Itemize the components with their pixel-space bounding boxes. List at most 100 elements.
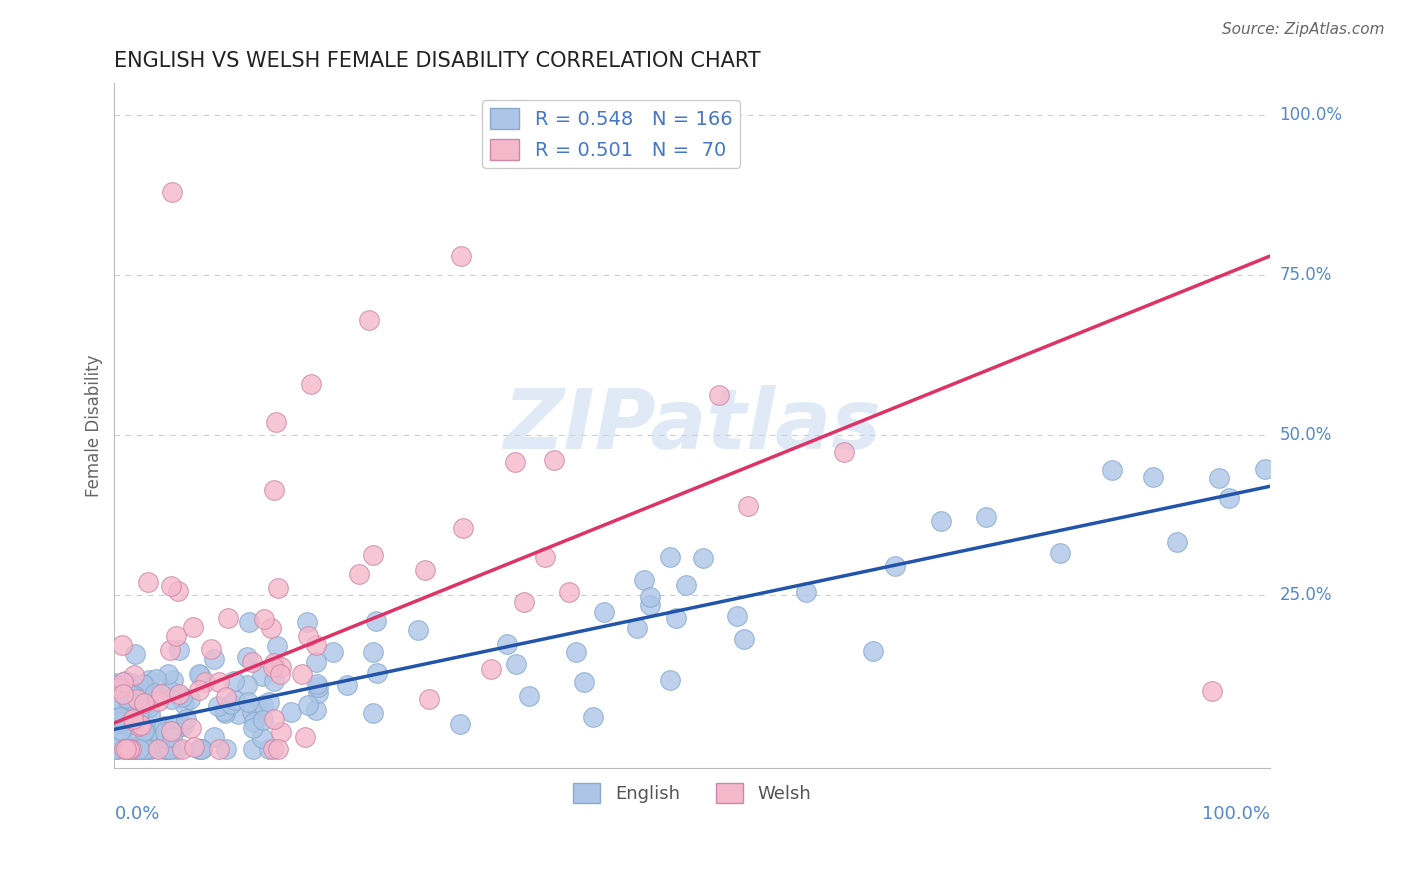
Point bbox=[124, 668, 146, 682]
Point bbox=[418, 692, 440, 706]
Point bbox=[692, 550, 714, 565]
Point bbox=[176, 712, 198, 726]
Text: 100.0%: 100.0% bbox=[1202, 805, 1270, 823]
Point bbox=[149, 731, 172, 745]
Point bbox=[238, 615, 260, 629]
Point bbox=[207, 674, 229, 689]
Point bbox=[361, 548, 384, 562]
Point bbox=[135, 678, 157, 692]
Point bbox=[505, 657, 527, 672]
Point bbox=[214, 706, 236, 721]
Point bbox=[112, 674, 135, 689]
Point bbox=[307, 686, 329, 700]
Point bbox=[153, 718, 176, 732]
Point bbox=[104, 741, 127, 756]
Point bbox=[733, 632, 755, 647]
Point bbox=[633, 574, 655, 588]
Point bbox=[347, 566, 370, 581]
Point bbox=[120, 688, 142, 702]
Point bbox=[118, 741, 141, 756]
Point bbox=[120, 736, 142, 750]
Point bbox=[269, 667, 291, 681]
Point bbox=[120, 739, 142, 754]
Y-axis label: Female Disability: Female Disability bbox=[86, 354, 103, 497]
Point bbox=[183, 740, 205, 755]
Point bbox=[160, 731, 183, 745]
Point bbox=[107, 714, 129, 729]
Point bbox=[180, 721, 202, 735]
Point bbox=[114, 673, 136, 688]
Point bbox=[974, 509, 997, 524]
Point bbox=[166, 741, 188, 756]
Point bbox=[250, 731, 273, 746]
Point bbox=[170, 741, 193, 756]
Point bbox=[335, 678, 357, 692]
Point bbox=[108, 710, 131, 724]
Point bbox=[1049, 546, 1071, 560]
Point bbox=[157, 741, 180, 756]
Point bbox=[188, 667, 211, 681]
Point bbox=[121, 706, 143, 721]
Point bbox=[202, 730, 225, 744]
Text: 0.0%: 0.0% bbox=[114, 805, 160, 823]
Text: 25.0%: 25.0% bbox=[1279, 586, 1331, 604]
Point bbox=[166, 688, 188, 702]
Point bbox=[250, 668, 273, 682]
Point bbox=[626, 621, 648, 635]
Point bbox=[114, 741, 136, 756]
Point bbox=[238, 695, 260, 709]
Point bbox=[129, 691, 152, 706]
Point bbox=[307, 680, 329, 694]
Point bbox=[263, 483, 285, 497]
Point bbox=[188, 682, 211, 697]
Point bbox=[110, 715, 132, 730]
Point bbox=[155, 741, 177, 756]
Point bbox=[134, 741, 156, 756]
Point bbox=[304, 656, 326, 670]
Point bbox=[105, 711, 128, 725]
Point bbox=[118, 741, 141, 756]
Point bbox=[115, 741, 138, 756]
Point bbox=[110, 723, 132, 737]
Point bbox=[107, 681, 129, 695]
Point bbox=[242, 714, 264, 729]
Point bbox=[127, 692, 149, 706]
Point bbox=[188, 668, 211, 682]
Point bbox=[128, 741, 150, 756]
Point bbox=[125, 741, 148, 756]
Point bbox=[247, 702, 270, 716]
Point bbox=[138, 700, 160, 714]
Point bbox=[565, 645, 588, 659]
Point bbox=[131, 741, 153, 756]
Point bbox=[125, 710, 148, 724]
Point bbox=[252, 713, 274, 727]
Point bbox=[322, 645, 344, 659]
Point bbox=[226, 706, 249, 721]
Point bbox=[305, 703, 328, 717]
Point bbox=[450, 249, 472, 263]
Point bbox=[187, 741, 209, 756]
Point bbox=[146, 741, 169, 756]
Text: 100.0%: 100.0% bbox=[1279, 106, 1343, 124]
Point bbox=[103, 675, 125, 690]
Point bbox=[862, 644, 884, 658]
Point bbox=[582, 710, 605, 724]
Point bbox=[1254, 462, 1277, 476]
Point bbox=[883, 559, 905, 574]
Point bbox=[297, 629, 319, 643]
Point bbox=[138, 741, 160, 756]
Point bbox=[207, 698, 229, 713]
Point bbox=[143, 686, 166, 700]
Point bbox=[124, 741, 146, 756]
Point bbox=[929, 514, 952, 528]
Point bbox=[406, 623, 429, 637]
Point bbox=[357, 313, 380, 327]
Point bbox=[115, 741, 138, 756]
Text: ENGLISH VS WELSH FEMALE DISABILITY CORRELATION CHART: ENGLISH VS WELSH FEMALE DISABILITY CORRE… bbox=[114, 51, 761, 70]
Point bbox=[146, 724, 169, 739]
Point bbox=[202, 652, 225, 666]
Point bbox=[159, 579, 181, 593]
Point bbox=[658, 549, 681, 564]
Point bbox=[1142, 470, 1164, 484]
Point bbox=[139, 706, 162, 721]
